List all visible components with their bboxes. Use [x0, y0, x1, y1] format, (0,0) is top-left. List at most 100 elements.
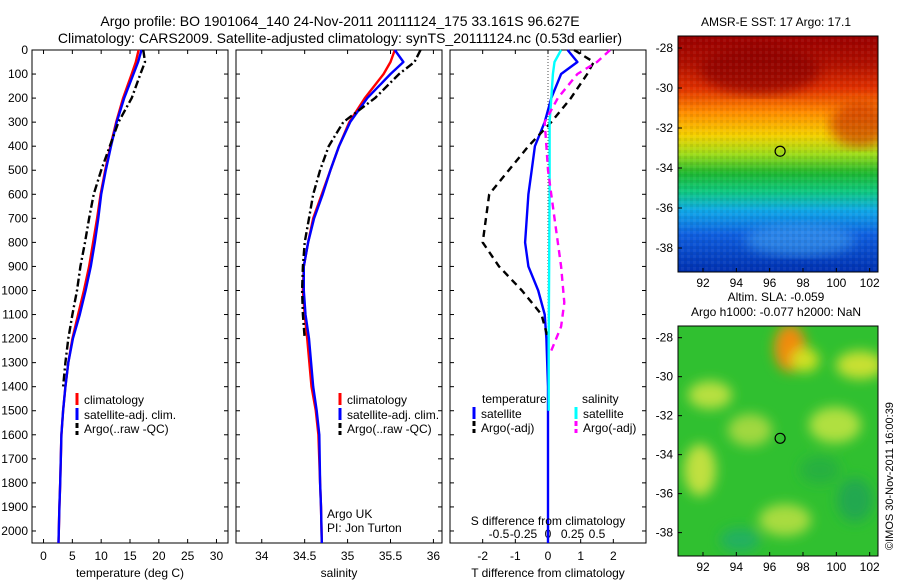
- depth-tick-label: 1000: [1, 283, 28, 297]
- depth-tick-label: 1500: [1, 404, 28, 418]
- map-lon-tick-label: 96: [763, 276, 777, 290]
- depth-tick-label: 1200: [1, 332, 28, 346]
- argo-organisation: Argo UK: [327, 507, 372, 521]
- legend-header-salinity: salinity: [582, 392, 619, 406]
- difference-series: [481, 48, 611, 543]
- sla-blob: [837, 478, 873, 522]
- temperature-xlabel: temperature (deg C): [76, 566, 184, 580]
- x-tick-label: 35.5: [379, 549, 403, 563]
- x-tick-label: 0: [545, 549, 552, 563]
- s-diff-tick-label: -0.25: [510, 527, 538, 541]
- s-diff-tick-label: -0.5: [489, 527, 510, 541]
- sla-blob: [684, 444, 716, 496]
- legend-label-s-argo: Argo(-adj): [583, 421, 636, 435]
- x-tick-label: -1: [510, 549, 521, 563]
- map-lat-tick-label: -30: [656, 370, 674, 384]
- s-diff-tick-label: 0.5: [589, 527, 606, 541]
- salinity-series: [300, 49, 422, 544]
- map-lat-tick-label: -32: [656, 409, 674, 423]
- difference-xlabel-top: S difference from climatology: [471, 514, 626, 528]
- map-lat-tick-label: -34: [656, 161, 674, 175]
- s-diff-tick-label: 0.25: [561, 527, 585, 541]
- depth-tick-label: 1100: [2, 308, 28, 322]
- map-lat-tick-label: -38: [656, 241, 674, 255]
- x-tick-label: 5: [69, 549, 76, 563]
- temperature-legend: climatology satellite-adj. clim. Argo(..…: [75, 393, 176, 436]
- figure-title-line2: Climatology: CARS2009. Satellite-adjuste…: [58, 30, 622, 46]
- legend-label-t-satellite: satellite: [481, 407, 522, 421]
- sla-map-axis-ticks: 92 94 96 98 100 102 -28 -30 -32 -34 -36 -38: [656, 331, 880, 574]
- sla-blob: [720, 528, 760, 552]
- depth-tick-label: 700: [8, 211, 28, 225]
- depth-tick-label: 100: [8, 67, 28, 81]
- legend-label-t-argo: Argo(-adj): [481, 421, 534, 435]
- difference-legend: temperature salinity satellite Argo(-adj…: [472, 392, 636, 435]
- salinity-xlabel: salinity: [321, 566, 358, 580]
- sla-blob: [809, 407, 861, 443]
- x-tick-label: 36: [427, 549, 441, 563]
- series-line-satellite-adj-clim-: [57, 49, 143, 544]
- series-line-salinity-argo-adj-: [543, 49, 611, 352]
- x-tick-label: 30: [210, 549, 224, 563]
- map-lat-tick-label: -36: [656, 201, 674, 215]
- depth-tick-label: 2000: [1, 524, 28, 538]
- x-tick-label: 1: [577, 549, 584, 563]
- legend-label-satellite: satellite-adj. clim.: [84, 408, 176, 422]
- salinity-panel-frame: [235, 49, 443, 544]
- legend-header-temperature: temperature: [482, 392, 547, 406]
- salinity-legend: climatology satellite-adj. clim. Argo(..…: [338, 393, 439, 436]
- sla-blob: [836, 351, 878, 379]
- map-lon-tick-label: 98: [796, 276, 810, 290]
- sst-map-axis-ticks: 92 94 96 98 100 102 -28 -30 -32 -34 -36 -38: [656, 41, 880, 290]
- sla-blob: [800, 456, 840, 484]
- x-tick-label: -2: [477, 549, 488, 563]
- map-lon-tick-label: 96: [763, 560, 777, 574]
- sst-pixel-texture: [678, 36, 878, 272]
- legend-label-climatology: climatology: [84, 393, 144, 407]
- sla-anomaly-blobs: [684, 326, 878, 552]
- x-tick-label: 0: [40, 549, 47, 563]
- series-line-temperature-satellite: [523, 49, 579, 543]
- sla-blob: [791, 348, 819, 372]
- legend-label-argo: Argo(..raw -QC): [347, 422, 432, 436]
- x-tick-label: 20: [152, 549, 166, 563]
- depth-tick-label: 0: [21, 43, 28, 57]
- depth-tick-label: 1600: [1, 428, 28, 442]
- depth-tick-label: 1800: [1, 476, 28, 490]
- sla-blob: [759, 504, 811, 536]
- temperature-axis-ticks: 0 5 10 15 20 25 300100200300400500600700800900…: [1, 43, 228, 563]
- sla-map-title: Altim. SLA: -0.059: [728, 290, 825, 304]
- sla-blob: [688, 381, 732, 409]
- depth-tick-label: 1700: [1, 452, 28, 466]
- sst-map-frame: [677, 35, 879, 273]
- map-lon-tick-label: 100: [826, 560, 846, 574]
- series-line-satellite-adj-clim-: [302, 49, 405, 544]
- map-lat-tick-label: -36: [656, 487, 674, 501]
- depth-tick-label: 300: [8, 115, 28, 129]
- temperature-series: [57, 49, 147, 544]
- series-line-argo-raw-qc-: [300, 49, 422, 339]
- map-lat-tick-label: -28: [656, 41, 674, 55]
- x-tick-label: 34: [255, 549, 269, 563]
- map-lon-tick-label: 92: [696, 560, 710, 574]
- x-tick-label: 15: [123, 549, 137, 563]
- sla-map-subtitle: Argo h1000: -0.077 h2000: NaN: [691, 305, 861, 319]
- depth-tick-label: 200: [8, 91, 28, 105]
- depth-tick-label: 600: [8, 187, 28, 201]
- depth-tick-label: 1400: [1, 380, 28, 394]
- map-lon-tick-label: 102: [860, 276, 880, 290]
- map-lon-tick-label: 98: [796, 560, 810, 574]
- map-lat-tick-label: -34: [656, 448, 674, 462]
- series-line-salinity-satellite: [547, 49, 563, 411]
- series-line-argo-raw-qc-: [61, 49, 147, 387]
- map-lat-tick-label: -30: [656, 81, 674, 95]
- map-lon-tick-label: 94: [730, 560, 744, 574]
- argo-position-marker: [774, 432, 786, 444]
- depth-tick-label: 900: [8, 259, 28, 273]
- legend-label-s-satellite: satellite: [583, 407, 624, 421]
- sla-map-frame: [677, 325, 879, 557]
- figure-title-line1: Argo profile: BO 1901064_140 24-Nov-2011…: [100, 13, 579, 29]
- series-line-temperature-argo-adj-: [481, 48, 595, 339]
- x-tick-label: 34.5: [293, 549, 317, 563]
- depth-tick-label: 800: [8, 235, 28, 249]
